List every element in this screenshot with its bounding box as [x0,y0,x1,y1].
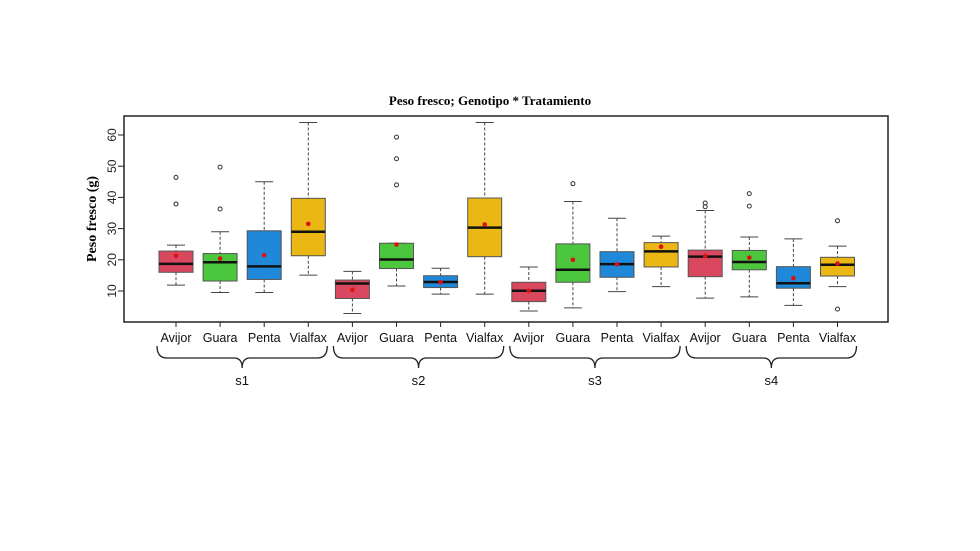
box-s2-guara [379,242,414,270]
x-tick-label: Penta [248,331,281,345]
x-tick-label: Avijor [337,331,368,345]
outlier-point [217,206,223,212]
x-tick-label: Guara [556,331,591,345]
group-brace [509,345,681,369]
outlier-point [746,191,752,197]
mean-point [261,252,267,258]
y-tick-label: 50 [105,159,119,173]
x-tick-label: Avijor [160,331,191,345]
x-tick-label: Penta [777,331,810,345]
group-brace [332,345,505,369]
outlier-point [173,174,179,180]
mean-point [350,287,355,293]
outlier-point [217,164,223,170]
x-tick-label: Penta [424,331,457,345]
outlier-point [394,182,399,188]
box-s1-avijor [158,250,194,273]
plot-frame [123,115,889,323]
x-tick-label: Penta [601,331,634,345]
outlier-point [746,203,752,209]
x-tick-label: Vialfax [819,331,857,345]
group-brace [685,345,858,369]
x-tick-label: Guara [379,331,414,345]
chart-title: Peso fresco; Genotipo * Tratamiento [389,93,591,108]
mean-point [702,253,708,259]
box-s3-guara [555,243,591,283]
outlier-point [570,181,576,187]
mean-point [217,256,223,261]
x-tick-label: Guara [732,331,767,345]
y-tick-label: 30 [105,222,119,236]
mean-point [526,288,532,293]
group-label-s4: s4 [764,373,778,388]
box-s4-guara [731,249,767,271]
x-tick-label: Avijor [513,331,544,345]
outlier-point [835,218,840,224]
mean-point [835,261,840,266]
mean-point [306,221,311,227]
group-label-s3: s3 [588,373,602,388]
outlier-point [702,200,708,206]
x-tick-label: Guara [203,331,238,345]
x-tick-label: Vialfax [466,331,504,345]
y-axis-label: Peso fresco (g) [85,176,100,262]
group-label-s1: s1 [235,373,249,388]
mean-point [394,242,399,247]
y-tick-label: 40 [105,190,119,204]
y-tick-label: 10 [105,284,119,298]
x-tick-label: Avijor [690,331,721,345]
mean-point [658,244,664,249]
mean-point [791,275,796,281]
outlier-point [394,156,399,162]
group-brace [156,345,328,369]
y-tick-label: 60 [105,128,119,142]
mean-point [173,253,179,259]
box-s1-vialfax [290,197,326,257]
mean-point [438,279,443,285]
outlier-point [835,306,840,312]
x-tick-label: Vialfax [290,331,328,345]
box-s4-vialfax [820,256,855,277]
outlier-point [394,134,399,140]
outlier-point [173,201,179,207]
mean-point [747,255,752,260]
y-tick-label: 20 [105,253,119,267]
mean-point [614,261,620,267]
group-label-s2: s2 [412,373,426,388]
mean-point [570,257,576,263]
x-tick-label: Vialfax [642,331,680,345]
mean-point [482,222,488,227]
